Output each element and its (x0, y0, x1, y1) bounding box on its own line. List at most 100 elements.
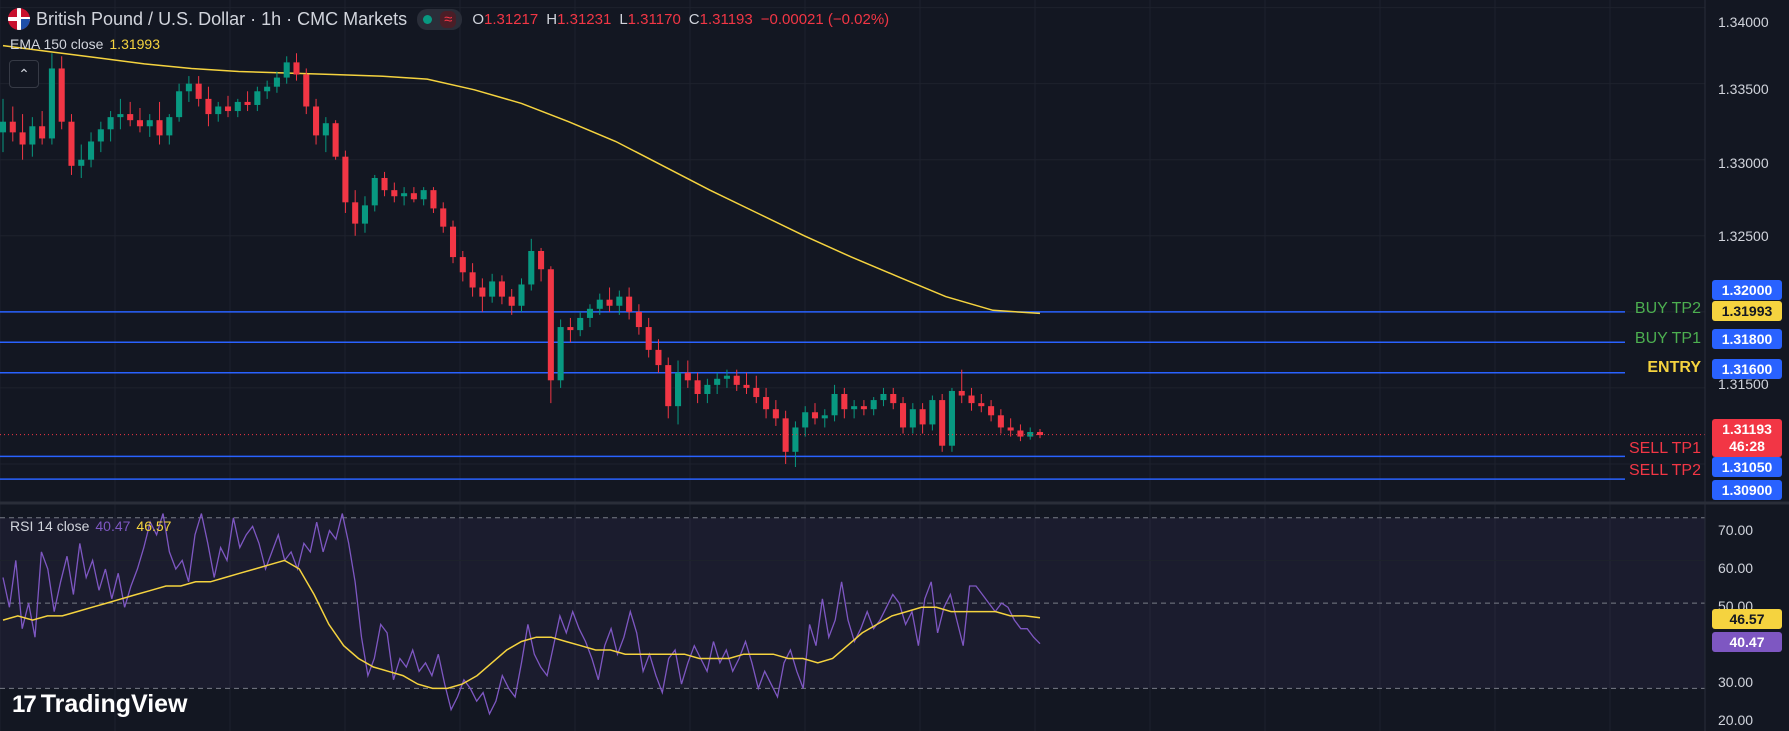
low-label: L (619, 10, 628, 28)
ohlc-values: O1.31217 H1.31231 L1.31170 C1.31193 −0.0… (472, 11, 889, 28)
price-axis-label: 1.34000 (1718, 14, 1769, 30)
candle-body (156, 120, 163, 136)
rsi-ma-line-path (2, 559, 1041, 690)
candle-body (166, 117, 173, 136)
candle-body (547, 269, 554, 381)
candle-body (9, 121, 16, 133)
level-label-sell-tp2[interactable]: SELL TP2 (1628, 462, 1701, 479)
candle-body (264, 86, 271, 92)
rsi-legend-label: RSI 14 close (10, 518, 90, 534)
rsi-axis-label: 60.00 (1718, 560, 1754, 576)
rsi-line-path (2, 513, 1041, 716)
candle-body (479, 287, 486, 297)
close-value: 1.31193 (699, 10, 753, 28)
candle-body (332, 123, 339, 157)
candle-body (88, 141, 95, 160)
candle-body (205, 98, 212, 115)
close-label: C (688, 10, 700, 28)
level-tag-buy-tp2[interactable]: 1.32000 (1712, 280, 1782, 300)
candle-body (322, 123, 329, 136)
candle-body (498, 281, 505, 297)
change-value: −0.00021 (−0.02%) (760, 10, 890, 28)
candle-body (567, 327, 574, 331)
candle-body (1007, 427, 1014, 431)
candle-body (772, 409, 779, 419)
candle-body (909, 409, 916, 428)
candle-body (107, 117, 114, 130)
candle-body (313, 106, 320, 136)
candle-body (694, 380, 701, 394)
candle-body (763, 397, 770, 410)
candle-body (596, 299, 603, 309)
level-label-entry[interactable]: ENTRY (1647, 359, 1701, 376)
candle-body (234, 101, 241, 112)
candle-body (449, 226, 457, 258)
candle-body (635, 311, 642, 328)
rsi-band (0, 517, 1705, 689)
level-tag-buy-tp1[interactable]: 1.31800 (1712, 329, 1782, 349)
symbol-title[interactable]: British Pound / U.S. Dollar · 1h · CMC M… (36, 8, 408, 29)
level-label-buy-tp2[interactable]: BUY TP2 (1634, 300, 1701, 317)
rsi-axis-label: 30.00 (1718, 674, 1754, 690)
candle-body (430, 190, 437, 209)
rsi-legend[interactable]: RSI 14 close 40.47 46.57 (10, 518, 171, 534)
rsi-lines (2, 513, 1041, 716)
candle-body (704, 384, 711, 394)
candle-body (782, 418, 789, 452)
candle-body (1036, 432, 1044, 436)
candle-body (117, 114, 124, 118)
candle-body (626, 296, 633, 312)
candle-body (557, 327, 564, 381)
level-tag-sell-tp2[interactable]: 1.30900 (1712, 480, 1782, 500)
market-status-pill[interactable]: ≈ (417, 8, 463, 30)
ema-legend[interactable]: EMA 150 close 1.31993 (10, 36, 160, 52)
candle-body (958, 390, 965, 396)
ema-price-tag: 1.31993 (1712, 301, 1782, 321)
candle-body (880, 393, 887, 401)
level-tag-entry[interactable]: 1.31600 (1712, 359, 1782, 379)
price-levels[interactable] (0, 311, 1625, 480)
rsi-ma-tag: 46.57 (1712, 609, 1782, 629)
candle-body (410, 193, 417, 200)
candle-body (352, 202, 359, 224)
candles (0, 53, 1705, 468)
candle-body (19, 132, 26, 145)
level-label-sell-tp1[interactable]: SELL TP1 (1628, 440, 1701, 457)
level-tag-sell-tp1[interactable]: 1.31050 (1712, 457, 1782, 477)
ema-legend-value: 1.31993 (109, 36, 160, 52)
candle-body (821, 415, 828, 419)
candle-body (371, 177, 378, 206)
candle-body (645, 327, 652, 350)
rsi-band-fill (0, 517, 1705, 689)
last-price-tag: 1.31193 46:28 (1712, 419, 1782, 457)
candle-body (860, 406, 867, 410)
candle-body (743, 384, 750, 388)
symbol-header: British Pound / U.S. Dollar · 1h · CMC M… (8, 6, 889, 32)
candle-body (753, 387, 760, 398)
collapse-legend-button[interactable]: ⌃ (9, 60, 39, 88)
bar-countdown: 46:28 (1729, 438, 1765, 454)
candle-body (469, 272, 476, 288)
last-price-value: 1.31193 (1722, 421, 1772, 437)
price-axis-label: 1.33000 (1718, 155, 1769, 171)
candle-body (665, 365, 672, 407)
ema-legend-label: EMA 150 close (10, 36, 104, 52)
candle-body (420, 190, 427, 200)
price-axis-label: 1.33500 (1718, 81, 1769, 97)
candle-body (401, 193, 408, 197)
candle-body (616, 296, 623, 306)
candle-body (606, 299, 613, 306)
level-label-buy-tp1[interactable]: BUY TP1 (1634, 330, 1701, 347)
tradingview-logo-icon: 17 (12, 690, 37, 718)
candle-body (195, 83, 202, 99)
candle-body (58, 68, 65, 122)
price-axis-label: 1.31500 (1718, 376, 1769, 392)
candle-body (714, 378, 721, 385)
candle-body (948, 390, 955, 446)
candle-body (939, 400, 946, 446)
candle-body (538, 251, 545, 270)
candle-body (215, 106, 222, 115)
tradingview-logo[interactable]: 17 TradingView (12, 690, 188, 719)
